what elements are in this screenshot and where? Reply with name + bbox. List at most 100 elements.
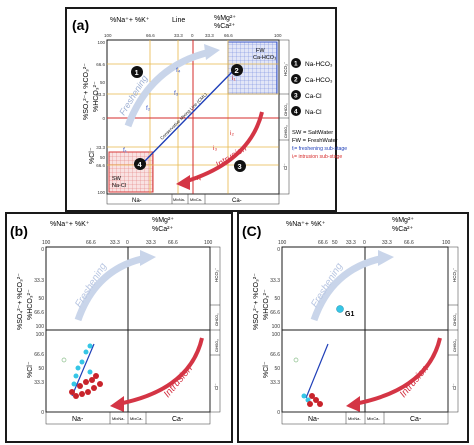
panel-b-bottom-ca: Ca- — [172, 416, 184, 423]
panel-b-bottom-mixna: MixNa- — [112, 416, 125, 421]
sw-box — [108, 151, 154, 193]
panel-c-right-cl: Cl⁻ — [452, 383, 457, 390]
panel-c-top-axis-den: %Ca²⁺ — [392, 226, 414, 233]
g1-label: G1 — [345, 311, 354, 318]
svg-text:0: 0 — [191, 33, 194, 38]
svg-text:100: 100 — [36, 324, 45, 330]
svg-text:50: 50 — [100, 80, 106, 85]
svg-text:0: 0 — [363, 240, 366, 246]
g1-sample — [336, 305, 344, 313]
legend: 1 Na-HCO₃ 2 Ca-HCO₃ 3 Ca-Cl 4 Na-Cl SW =… — [291, 58, 347, 160]
panel-c-left-ticks: 0 33.3 50 66.6 100 100 66.6 50 33.3 0 — [270, 247, 280, 416]
svg-text:66.6: 66.6 — [270, 310, 280, 316]
panel-c-left-axis-den: %HCO₃²⁻ — [263, 289, 270, 320]
svg-text:100: 100 — [104, 33, 112, 38]
svg-text:66.6: 66.6 — [96, 62, 105, 67]
svg-text:33.3: 33.3 — [96, 92, 105, 97]
svg-text:3: 3 — [238, 162, 242, 171]
svg-text:2: 2 — [235, 66, 239, 75]
svg-text:i₃: i₃ — [213, 145, 217, 152]
panel-b-right-cl: Cl⁻ — [214, 383, 219, 390]
legend-item-4: Na-Cl — [305, 109, 322, 116]
intrusion-arrow-a — [183, 111, 264, 184]
svg-text:33.3: 33.3 — [270, 380, 280, 386]
panel-a-right-clhso4: CIHSO₄ — [284, 125, 288, 138]
panel-c-right-clhso4: CIHSO₄ — [453, 339, 457, 352]
sw-box-title: SW — [112, 176, 122, 182]
panel-a-line-label: Line — [172, 17, 185, 24]
panel-b-right-clhco3: ClHCO₃ — [215, 313, 219, 326]
svg-text:50: 50 — [100, 155, 106, 160]
panel-a-bottom-mixca: MixCa- — [190, 198, 203, 202]
panel-a-top-axis: %Na⁺+ %K⁺ — [110, 17, 150, 24]
svg-text:f₄: f₄ — [176, 67, 181, 74]
panel-c-left-axis-num: %SO₄²⁻+ %CO₃²⁻ — [253, 273, 260, 330]
svg-text:66.6: 66.6 — [96, 163, 105, 168]
panel-b-left-axis-den: %HCO₃²⁻ — [27, 289, 34, 320]
svg-text:50: 50 — [332, 240, 338, 246]
svg-text:i₂: i₂ — [230, 130, 234, 137]
svg-text:100: 100 — [36, 332, 45, 338]
intrusion-arrow-c — [353, 337, 442, 406]
panel-a-right-hco3: HCO₃⁻ — [283, 61, 288, 76]
svg-text:66.6: 66.6 — [404, 240, 414, 246]
panel-a-bottom-ca: Ca- — [232, 198, 242, 204]
panel-a-top-ticks: 100 66.6 33.3 0 33.3 66.6 100 — [104, 33, 282, 38]
svg-text:100: 100 — [97, 190, 105, 195]
svg-text:f₁: f₁ — [123, 147, 128, 154]
legend-fw: FW = FreshWater — [292, 138, 338, 144]
panel-c-right-clhco3: ClHCO₃ — [453, 313, 457, 326]
mixing-line-c — [305, 343, 329, 399]
panel-a-left-ticks: 100 66.6 50 33.3 0 33.3 50 66.6 100 — [96, 40, 105, 195]
panel-a-top-axis-num: %Mg²⁺ — [214, 15, 236, 22]
freshening-arrow-b — [74, 254, 147, 322]
svg-text:0: 0 — [41, 247, 44, 253]
panel-b-top-axis-den: %Ca²⁺ — [152, 226, 174, 233]
svg-text:66.6: 66.6 — [270, 352, 280, 358]
svg-text:100: 100 — [274, 33, 282, 38]
freshening-arrow-c — [310, 254, 385, 322]
svg-text:33.3: 33.3 — [96, 145, 105, 150]
svg-text:50: 50 — [38, 296, 44, 302]
panel-b-top-axis-num: %Mg²⁺ — [152, 217, 174, 224]
panel-c-right-hco3: HCO₃⁻ — [452, 267, 457, 282]
svg-text:i₄: i₄ — [197, 175, 201, 182]
panel-b-samples — [61, 343, 103, 399]
panel-a-right-cl: Cl⁻ — [283, 163, 288, 170]
panel-c-bottom-na: Na- — [308, 416, 320, 423]
svg-text:66.6: 66.6 — [168, 240, 178, 246]
svg-text:4: 4 — [138, 160, 143, 169]
svg-text:1: 1 — [294, 61, 298, 68]
panel-a-right-clhco3: ClHCO₃ — [284, 103, 288, 116]
sw-box-type: Na-Cl — [112, 183, 126, 189]
svg-text:0: 0 — [102, 116, 105, 121]
svg-text:0: 0 — [41, 410, 44, 416]
panel-c-bottom-ca: Ca- — [410, 416, 422, 423]
legend-ii: iᵢ= intrusion sub-stage — [292, 154, 342, 160]
panel-a-label: (a) — [72, 17, 89, 33]
panel-b-left-axis-lower: %Cl⁻ — [27, 361, 34, 378]
panel-b-right-clhso4: CIHSO₄ — [215, 339, 219, 352]
panel-a-left-axis-num: %SO₄²⁻+ %CO₃²⁻ — [83, 63, 90, 120]
svg-text:33.3: 33.3 — [34, 380, 44, 386]
svg-text:100: 100 — [442, 240, 451, 246]
freshening-substage-labels: f₁ f₂ f₃ f₄ — [123, 67, 181, 154]
panel-b-bottom-na: Na- — [72, 416, 84, 423]
panel-c-top-axis-num: %Mg²⁺ — [392, 217, 414, 224]
legend-item-1: Na-HCO₃ — [305, 61, 333, 68]
svg-text:2: 2 — [294, 77, 298, 84]
panel-b-right-hco3: HCO₃⁻ — [214, 267, 219, 282]
panel-b-top-ticks: 100 66.6 33.3 0 33.3 66.6 100 — [42, 240, 213, 246]
panel-b-left-axis-num: %SO₄²⁻+ %CO₃²⁻ — [17, 273, 24, 330]
legend-item-3: Ca-Cl — [305, 93, 322, 100]
svg-text:100: 100 — [278, 240, 287, 246]
panel-a-left-axis-den: %HCO₃²⁻ — [93, 81, 100, 112]
mixing-line-b — [71, 343, 95, 397]
conservative-mixing-line — [139, 69, 235, 167]
svg-text:33.3: 33.3 — [346, 240, 356, 246]
svg-text:0: 0 — [126, 240, 129, 246]
svg-text:4: 4 — [294, 109, 298, 116]
svg-text:66.6: 66.6 — [318, 240, 328, 246]
panel-c-label: (C) — [242, 223, 261, 239]
